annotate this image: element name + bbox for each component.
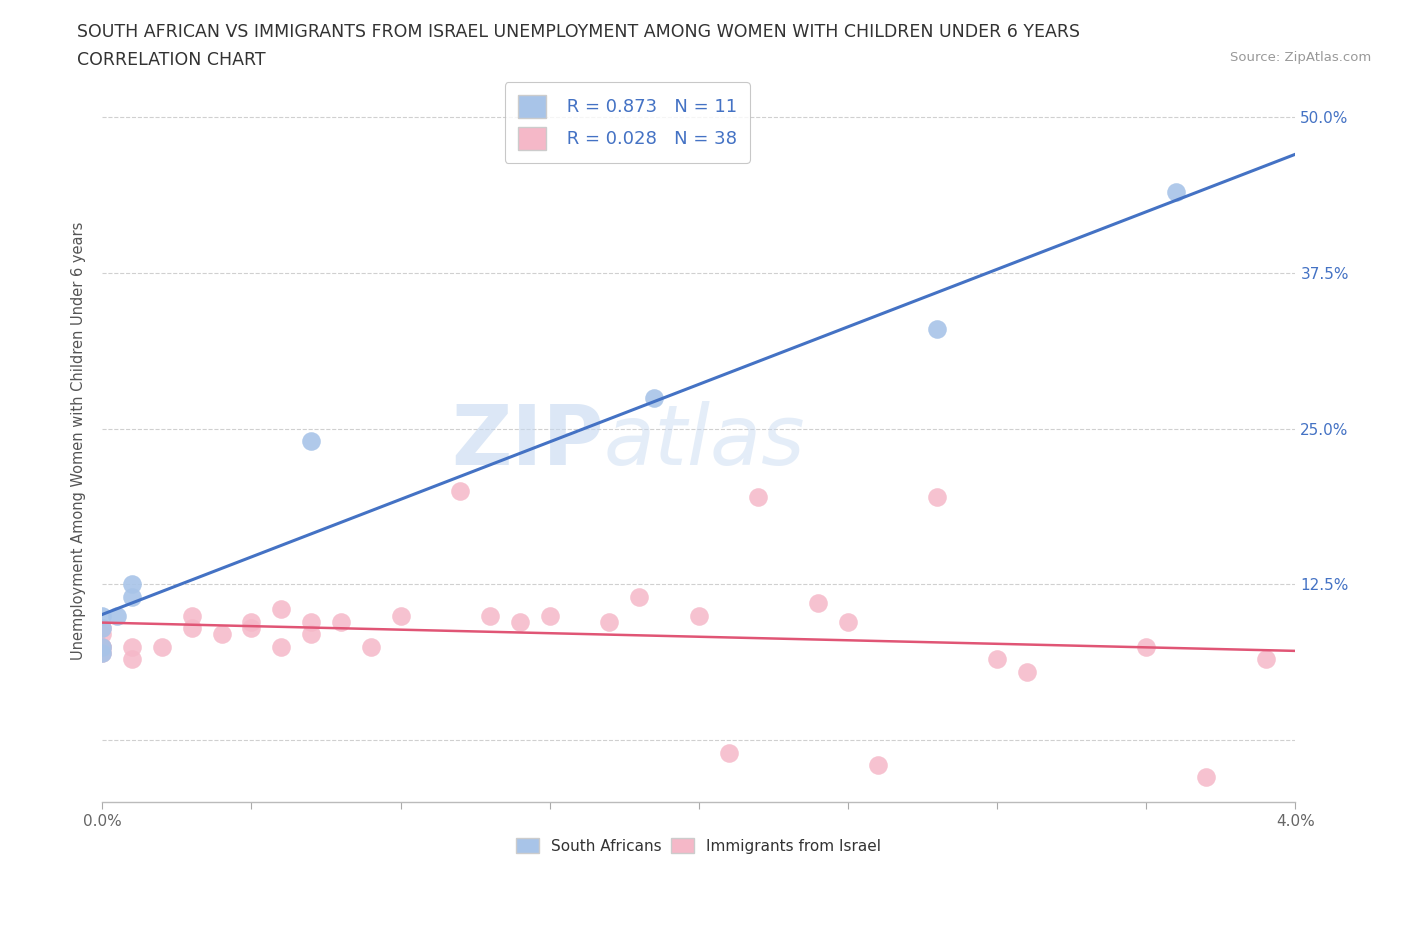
Text: SOUTH AFRICAN VS IMMIGRANTS FROM ISRAEL UNEMPLOYMENT AMONG WOMEN WITH CHILDREN U: SOUTH AFRICAN VS IMMIGRANTS FROM ISRAEL … xyxy=(77,23,1080,41)
Text: ZIP: ZIP xyxy=(451,401,603,482)
Point xyxy=(91,639,114,654)
Point xyxy=(121,652,143,667)
Point xyxy=(927,322,949,337)
Point xyxy=(1166,185,1188,200)
Point xyxy=(479,608,502,623)
Text: Source: ZipAtlas.com: Source: ZipAtlas.com xyxy=(1230,51,1371,64)
Point xyxy=(927,490,949,505)
Y-axis label: Unemployment Among Women with Children Under 6 years: Unemployment Among Women with Children U… xyxy=(72,222,86,660)
Point xyxy=(121,639,143,654)
Point xyxy=(986,652,1008,667)
Point xyxy=(538,608,561,623)
Point xyxy=(105,608,128,623)
Point xyxy=(688,608,710,623)
Point xyxy=(389,608,412,623)
Point xyxy=(449,484,471,498)
Point xyxy=(150,639,173,654)
Point xyxy=(598,615,620,630)
Point xyxy=(91,620,114,635)
Point xyxy=(643,391,665,405)
Point xyxy=(91,627,114,642)
Point xyxy=(628,590,651,604)
Point xyxy=(240,620,263,635)
Point xyxy=(180,608,202,623)
Point xyxy=(747,490,769,505)
Point xyxy=(270,602,292,617)
Point xyxy=(1135,639,1157,654)
Point xyxy=(91,645,114,660)
Point xyxy=(211,627,233,642)
Point xyxy=(270,639,292,654)
Point xyxy=(837,615,859,630)
Point xyxy=(1195,770,1218,785)
Point xyxy=(91,608,114,623)
Point xyxy=(180,620,202,635)
Point xyxy=(717,745,740,760)
Point xyxy=(299,627,322,642)
Point xyxy=(91,645,114,660)
Point xyxy=(91,639,114,654)
Text: CORRELATION CHART: CORRELATION CHART xyxy=(77,51,266,69)
Point xyxy=(360,639,382,654)
Legend: South Africans, Immigrants from Israel: South Africans, Immigrants from Israel xyxy=(510,831,887,859)
Point xyxy=(91,639,114,654)
Point xyxy=(1254,652,1277,667)
Point xyxy=(329,615,352,630)
Point xyxy=(91,620,114,635)
Point xyxy=(807,596,830,611)
Point xyxy=(299,433,322,448)
Point xyxy=(1015,664,1038,679)
Point xyxy=(121,590,143,604)
Point xyxy=(121,577,143,591)
Text: atlas: atlas xyxy=(603,401,806,482)
Point xyxy=(509,615,531,630)
Point xyxy=(299,615,322,630)
Point xyxy=(866,758,889,773)
Point xyxy=(240,615,263,630)
